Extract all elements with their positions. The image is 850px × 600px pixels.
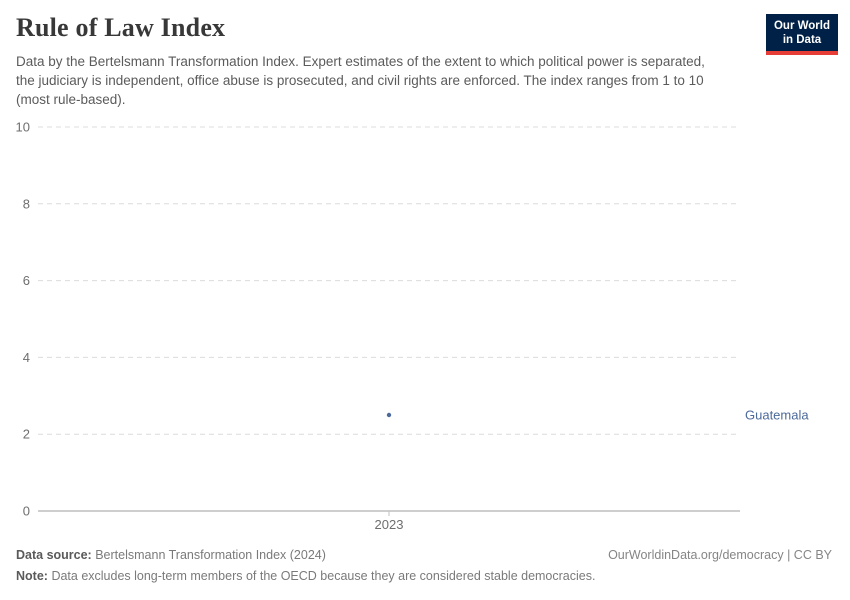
data-source-value: Bertelsmann Transformation Index (2024) bbox=[95, 548, 326, 562]
attribution-link[interactable]: OurWorldinData.org/democracy | CC BY bbox=[608, 548, 832, 562]
chart-svg: 0 2 4 6 8 10 2023 Guatemala bbox=[16, 120, 810, 533]
footer-row: Data source: Bertelsmann Transformation … bbox=[16, 548, 832, 563]
plot-area: 0 2 4 6 8 10 2023 Guatemala bbox=[0, 115, 850, 540]
note-value: Data excludes long-term members of the O… bbox=[51, 569, 596, 583]
note-line: Note: Data excludes long-term members of… bbox=[16, 569, 595, 584]
x-tick-label: 2023 bbox=[375, 517, 404, 532]
y-tick-label: 6 bbox=[23, 273, 30, 288]
data-point[interactable] bbox=[386, 412, 392, 418]
owid-logo-line2: in Data bbox=[782, 34, 822, 46]
owid-logo-line1: Our World bbox=[773, 20, 830, 32]
y-tick-label: 8 bbox=[23, 196, 30, 211]
note-label: Note: bbox=[16, 569, 48, 583]
y-tick-label: 10 bbox=[16, 120, 30, 135]
y-tick-label: 0 bbox=[23, 504, 30, 519]
owid-logo[interactable]: Our World in Data bbox=[766, 14, 838, 55]
data-source-label: Data source: bbox=[16, 548, 92, 562]
data-source-line: Data source: Bertelsmann Transformation … bbox=[16, 548, 326, 563]
entity-label[interactable]: Guatemala bbox=[745, 408, 809, 423]
y-tick-label: 2 bbox=[23, 427, 30, 442]
chart-subtitle: Data by the Bertelsmann Transformation I… bbox=[16, 54, 705, 107]
y-tick-label: 4 bbox=[23, 350, 30, 365]
page-title: Rule of Law Index bbox=[16, 13, 226, 42]
